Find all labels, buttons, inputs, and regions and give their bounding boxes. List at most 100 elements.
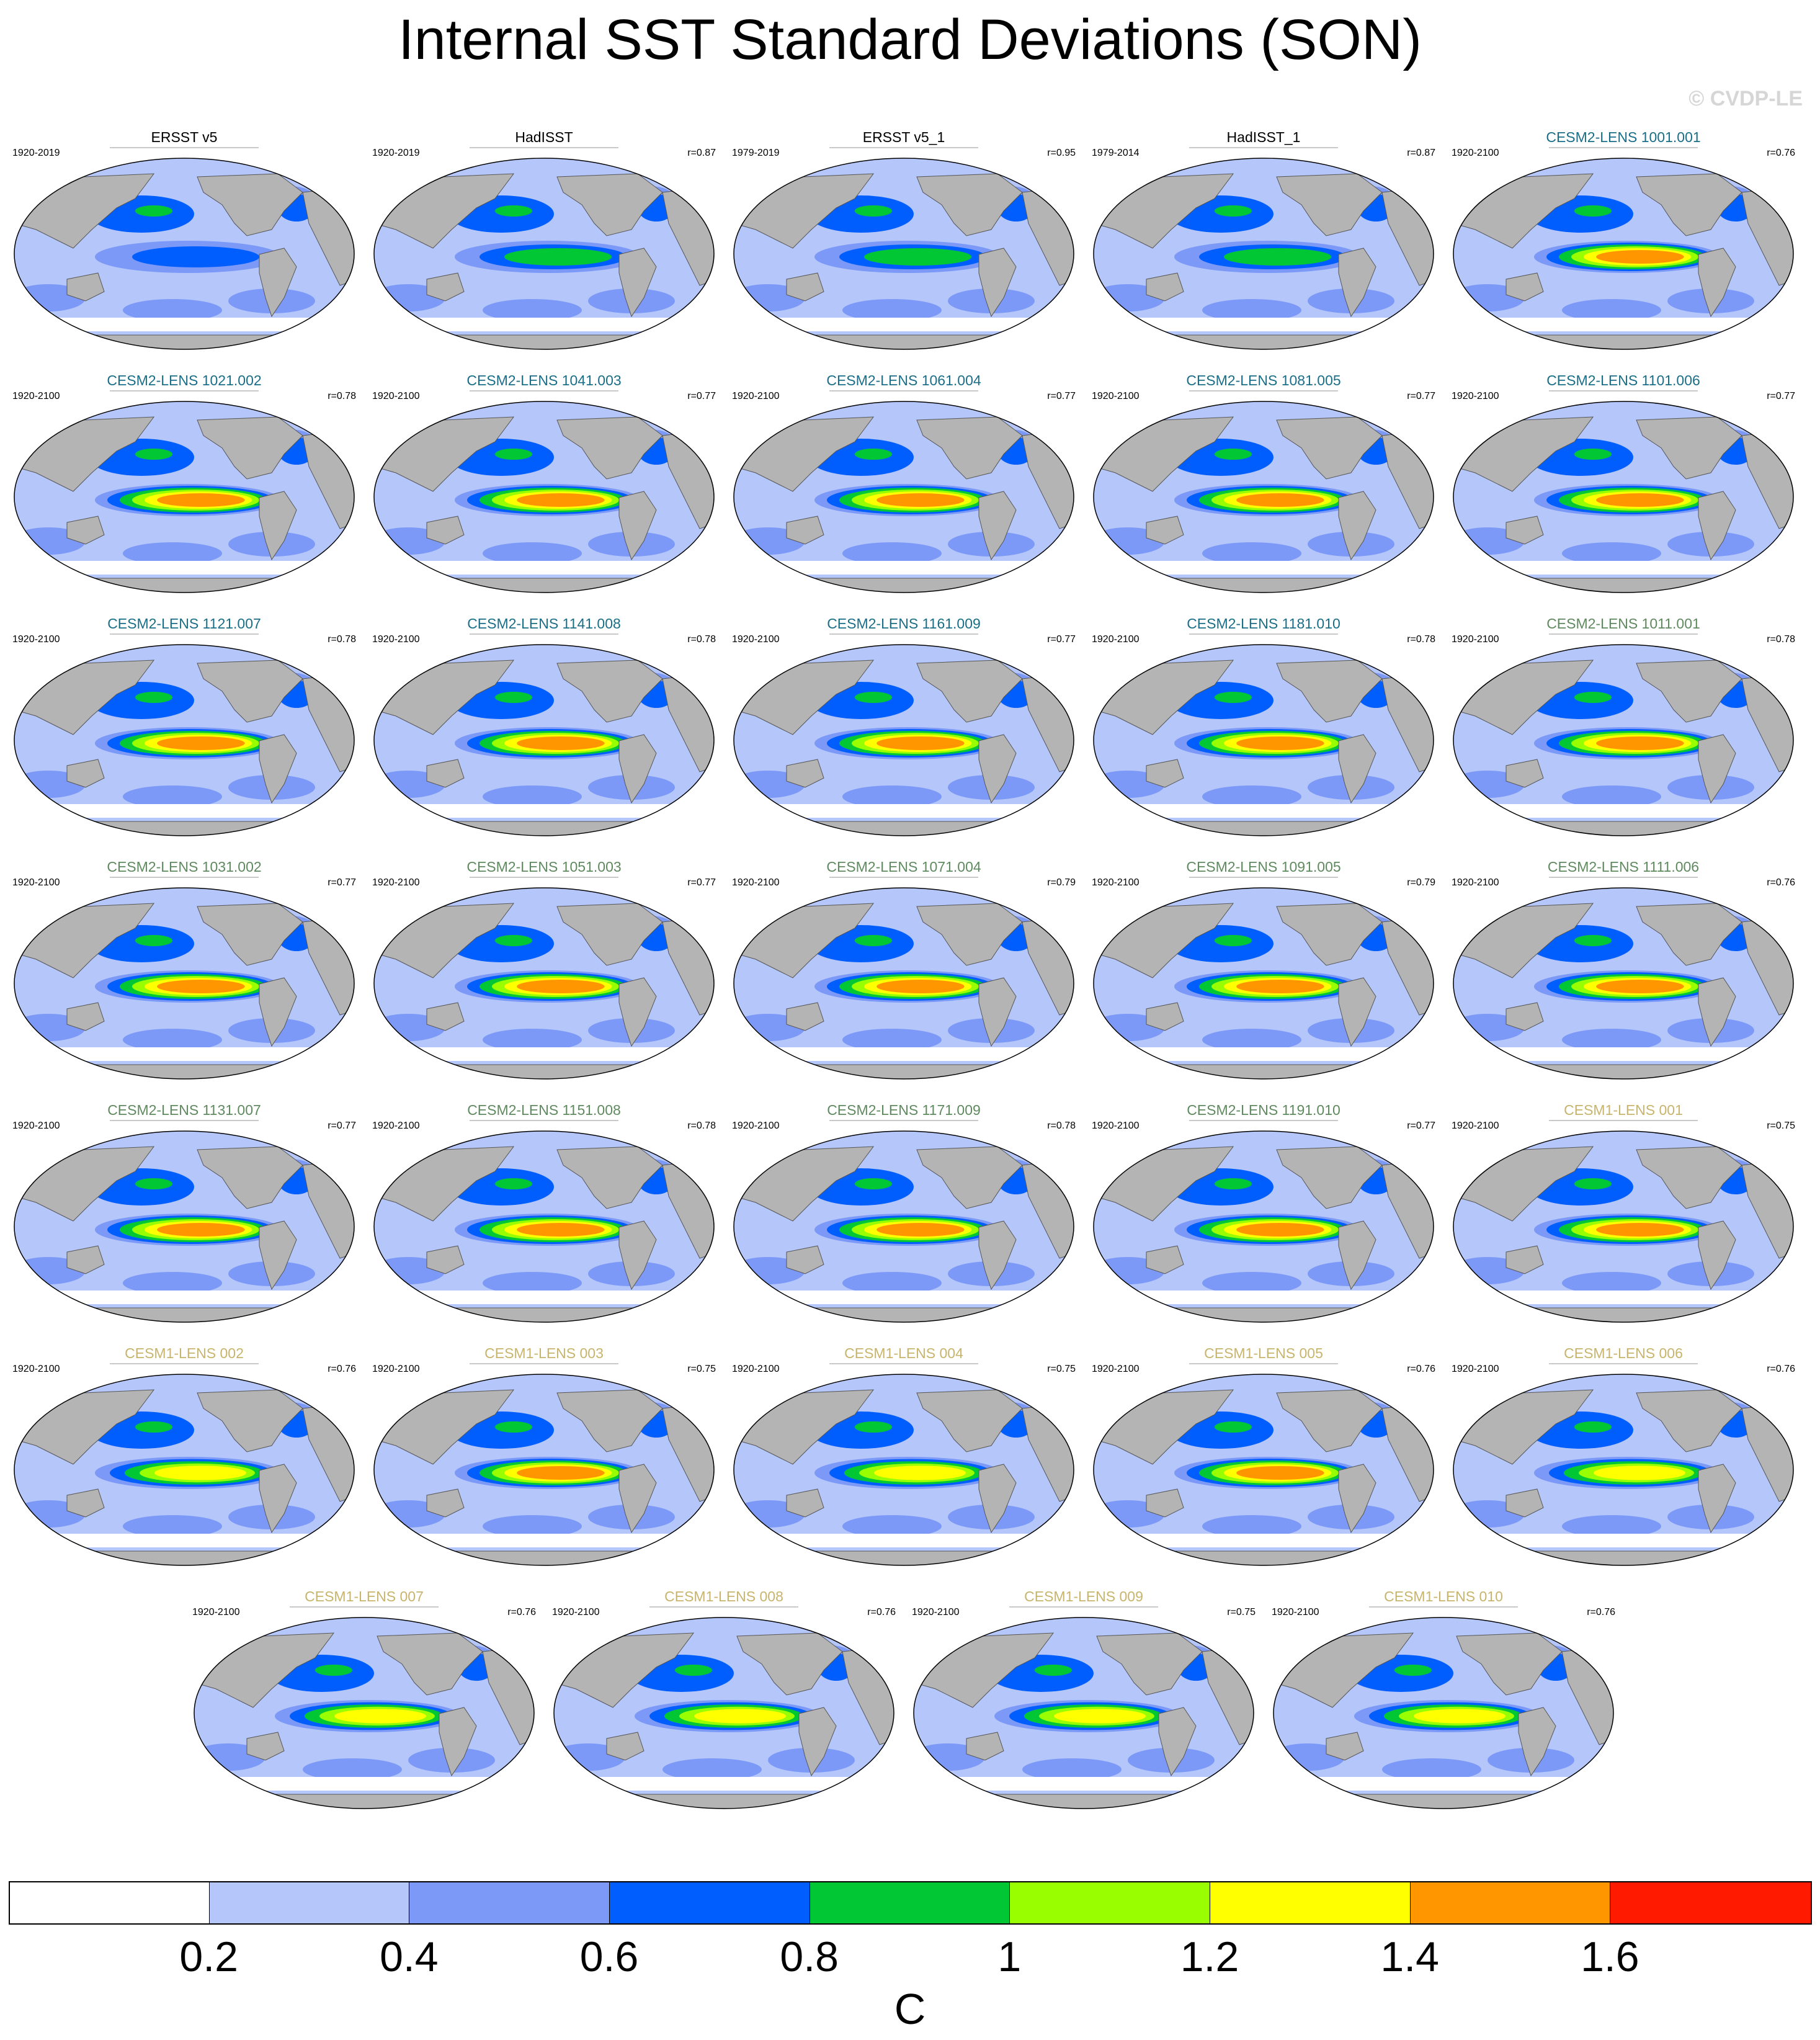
land-antarctica bbox=[1453, 334, 1793, 349]
southern-ocean-low-variability bbox=[374, 318, 714, 331]
panel-years: 1920-2100 bbox=[732, 877, 780, 888]
panel-pattern-correlation: r=0.77 bbox=[1767, 391, 1795, 401]
map-panel: CESM2-LENS 1121.007 1920-2100 r=0.78 bbox=[7, 615, 361, 839]
land-antarctica bbox=[1274, 1794, 1613, 1809]
map-panel: CESM2-LENS 1111.006 1920-2100 r=0.76 bbox=[1447, 859, 1800, 1082]
southern-ocean-low-variability bbox=[734, 1534, 1074, 1547]
land-north-america bbox=[1636, 416, 1742, 480]
sst-stddev-map bbox=[733, 1374, 1074, 1566]
panel-pattern-correlation: r=0.76 bbox=[328, 1364, 356, 1374]
land-south-america bbox=[259, 1464, 297, 1534]
southern-ocean-low-variability bbox=[1094, 1534, 1434, 1547]
variability-region bbox=[1382, 1758, 1481, 1781]
panel-years: 1920-2100 bbox=[1092, 1364, 1140, 1374]
land-north-america bbox=[1276, 1389, 1383, 1452]
colorbar-tick-label: 1.2 bbox=[1180, 1933, 1239, 1980]
southern-ocean-low-variability bbox=[14, 561, 354, 575]
land-australia bbox=[246, 1732, 285, 1761]
panel-title: CESM2-LENS 1031.002 bbox=[7, 859, 361, 878]
variability-region bbox=[483, 299, 582, 321]
land-antarctica bbox=[734, 1307, 1074, 1322]
land-australia bbox=[786, 1488, 824, 1518]
map-panel: CESM1-LENS 006 1920-2100 r=0.76 bbox=[1447, 1345, 1800, 1568]
southern-ocean-low-variability bbox=[734, 1047, 1074, 1061]
land-australia bbox=[1146, 272, 1184, 302]
colorbar-tick-label: 0.8 bbox=[780, 1933, 839, 1980]
variability-region bbox=[123, 299, 222, 321]
land-australia bbox=[66, 516, 105, 545]
kuroshio-extension-region bbox=[1394, 1665, 1432, 1676]
land-australia bbox=[1506, 1488, 1544, 1518]
variability-region bbox=[1202, 1515, 1301, 1537]
panel-pattern-correlation: r=0.78 bbox=[328, 634, 356, 645]
land-antarctica bbox=[734, 1550, 1074, 1565]
panel-title: CESM1-LENS 009 bbox=[907, 1588, 1260, 1608]
map-frame bbox=[733, 644, 1074, 836]
equatorial-pacific-band bbox=[517, 736, 605, 750]
colorbar-bin bbox=[1610, 1881, 1812, 1925]
variability-region bbox=[1202, 1272, 1301, 1294]
panel-pattern-correlation: r=0.79 bbox=[1047, 877, 1076, 888]
map-frame bbox=[1093, 1130, 1434, 1323]
land-antarctica bbox=[1094, 578, 1434, 593]
variability-region bbox=[483, 785, 582, 808]
equatorial-pacific-band bbox=[517, 1466, 605, 1480]
kuroshio-extension-region bbox=[135, 1178, 172, 1189]
equatorial-pacific-band bbox=[157, 736, 245, 750]
variability-region bbox=[123, 542, 222, 565]
equatorial-pacific-band bbox=[1236, 493, 1324, 507]
southern-ocean-low-variability bbox=[374, 1291, 714, 1304]
map-frame bbox=[14, 1130, 355, 1323]
map-frame bbox=[14, 1374, 355, 1566]
land-south-america bbox=[618, 491, 657, 561]
map-panel: CESM1-LENS 004 1920-2100 r=0.75 bbox=[727, 1345, 1081, 1568]
kuroshio-extension-region bbox=[495, 692, 532, 703]
panel-title: CESM1-LENS 001 bbox=[1447, 1102, 1800, 1121]
land-north-america bbox=[556, 1146, 663, 1209]
panel-title: CESM1-LENS 002 bbox=[7, 1345, 361, 1364]
map-panel: CESM1-LENS 002 1920-2100 r=0.76 bbox=[7, 1345, 361, 1568]
panel-years: 1920-2100 bbox=[12, 877, 60, 888]
credit-watermark: © CVDP-LE bbox=[1688, 87, 1803, 110]
land-north-america bbox=[1276, 1146, 1383, 1209]
southern-ocean-low-variability bbox=[1094, 804, 1434, 818]
panel-pattern-correlation: r=0.87 bbox=[687, 148, 716, 158]
map-panel: CESM1-LENS 001 1920-2100 r=0.75 bbox=[1447, 1102, 1800, 1325]
panel-years: 1920-2100 bbox=[1452, 148, 1499, 158]
map-panel: ERSST v5_1 1979-2019 r=0.95 bbox=[727, 129, 1081, 352]
panel-pattern-correlation: r=0.75 bbox=[687, 1364, 716, 1374]
map-panel: CESM1-LENS 007 1920-2100 r=0.76 bbox=[187, 1588, 541, 1812]
sst-stddev-map bbox=[14, 1374, 355, 1566]
variability-region bbox=[483, 1029, 582, 1051]
map-frame bbox=[14, 644, 355, 836]
variability-region bbox=[123, 785, 222, 808]
panel-years: 1920-2100 bbox=[12, 391, 60, 401]
sst-stddev-map bbox=[14, 644, 355, 836]
land-north-america bbox=[736, 1632, 843, 1696]
map-frame bbox=[913, 1617, 1254, 1809]
southern-ocean-low-variability bbox=[734, 561, 1074, 575]
land-south-america bbox=[259, 1220, 297, 1291]
land-north-america bbox=[556, 173, 663, 236]
land-south-america bbox=[618, 977, 657, 1047]
map-frame bbox=[1453, 887, 1794, 1080]
land-south-america bbox=[1338, 734, 1376, 804]
land-australia bbox=[66, 1245, 105, 1274]
land-south-america bbox=[978, 491, 1017, 561]
kuroshio-extension-region bbox=[1574, 1178, 1612, 1189]
land-south-america bbox=[1698, 734, 1736, 804]
panel-years: 1920-2100 bbox=[12, 1121, 60, 1131]
panel-years: 1920-2100 bbox=[12, 634, 60, 645]
land-australia bbox=[1146, 759, 1184, 788]
panel-pattern-correlation: r=0.77 bbox=[328, 877, 356, 888]
map-frame bbox=[733, 887, 1074, 1080]
land-australia bbox=[1146, 1002, 1184, 1031]
land-australia bbox=[1326, 1732, 1364, 1761]
land-south-america bbox=[259, 977, 297, 1047]
kuroshio-extension-region bbox=[315, 1665, 352, 1676]
variability-region bbox=[1562, 1272, 1661, 1294]
kuroshio-extension-region bbox=[135, 205, 172, 217]
kuroshio-extension-region bbox=[1574, 205, 1612, 217]
land-north-america bbox=[556, 903, 663, 966]
map-frame bbox=[1093, 401, 1434, 593]
